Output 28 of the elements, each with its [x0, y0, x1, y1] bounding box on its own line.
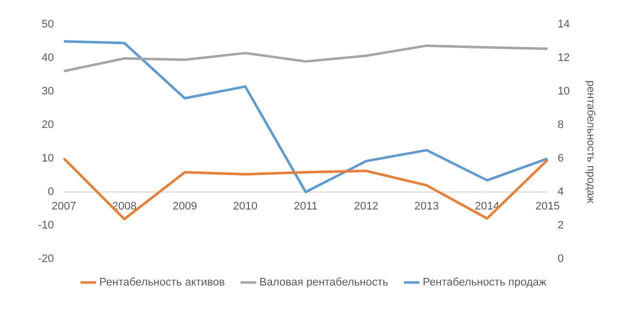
y2-tick-label: 0 [558, 253, 564, 266]
y-tick-label: -20 [38, 253, 54, 266]
x-tick-label: 2012 [354, 200, 378, 213]
x-tick-label: 2014 [474, 200, 500, 213]
y2-tick-label: 14 [558, 18, 570, 31]
legend-label: Рентабельность активов [99, 276, 226, 289]
y-tick-label: 40 [42, 52, 54, 64]
y2-tick-label: 12 [558, 52, 570, 64]
y2-tick-label: 4 [558, 186, 564, 198]
y-tick-label: 0 [48, 186, 54, 198]
y2-tick-label: 6 [558, 152, 564, 165]
x-tick-label: 2013 [414, 200, 439, 213]
y2-tick-label: 2 [558, 220, 564, 232]
x-tick-label: 2010 [233, 200, 258, 213]
x-tick-label: 2009 [172, 200, 198, 213]
y2-axis-title: рентабельность продаж [584, 80, 596, 204]
y2-tick-label: 8 [558, 119, 564, 132]
x-tick-label: 2007 [52, 200, 76, 213]
y2-tick-label: 10 [558, 86, 570, 98]
y-tick-label: 20 [42, 119, 54, 132]
x-tick-label: 2015 [535, 200, 560, 213]
y-tick-label: 50 [42, 18, 54, 31]
y-tick-label: 10 [42, 152, 54, 165]
y-tick-label: -10 [38, 220, 54, 232]
legend-label: Рентабельность продаж [422, 276, 547, 289]
legend-label: Валовая рентабельность [259, 276, 388, 289]
y-tick-label: 30 [42, 86, 54, 98]
x-tick-label: 2011 [294, 200, 318, 213]
